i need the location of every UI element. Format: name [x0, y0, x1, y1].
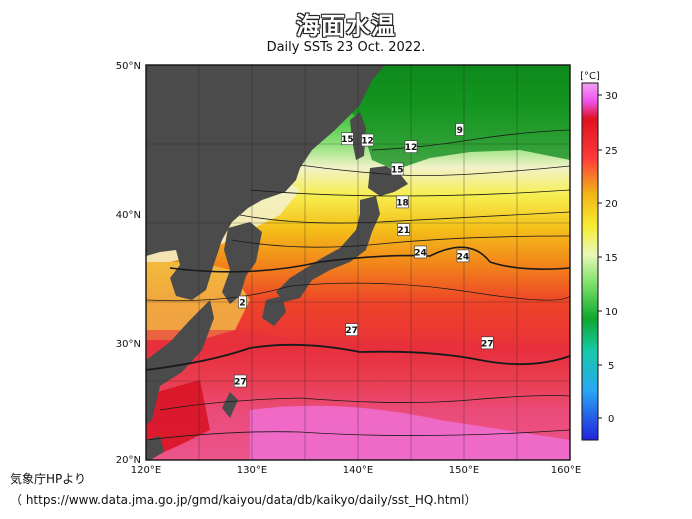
isotherm-label-box	[455, 123, 465, 136]
colorbar-tick-15: 15	[605, 253, 618, 264]
lat-lon-grid	[146, 65, 570, 460]
isotherm-line	[299, 164, 570, 176]
isotherm-label-box	[238, 295, 247, 309]
land-masses	[146, 65, 408, 460]
isotherm-label: 12	[361, 137, 374, 147]
source-url[interactable]: （ https://www.data.jma.go.jp/gmd/kaiyou/…	[10, 493, 477, 507]
isotherm-label: 24	[457, 252, 470, 262]
hot-pool-water	[250, 405, 570, 460]
isotherm-label-box	[397, 223, 410, 236]
map-subtitle: Daily SSTs 23 Oct. 2022.	[266, 40, 426, 55]
isotherm-line	[159, 395, 570, 411]
isotherm-line	[146, 429, 570, 441]
lat-label-20n: 20°N	[116, 455, 141, 466]
luzon-land	[146, 436, 164, 460]
lon-label-140e: 140°E	[343, 465, 373, 476]
isotherm-label: 24	[414, 248, 427, 258]
isotherm-label-box	[414, 245, 427, 259]
isotherm-label-box	[390, 162, 404, 176]
lat-label-40n: 40°N	[116, 210, 141, 221]
colorbar-tick-10: 10	[605, 307, 618, 318]
isotherm-label: 15	[391, 166, 404, 176]
colorbar-tick-marks	[598, 94, 602, 419]
isotherm-label-box	[361, 133, 374, 147]
isotherm-line	[231, 235, 570, 248]
south-china-sea-water	[146, 380, 210, 460]
colorbar-tick-30: 30	[605, 91, 618, 102]
isotherm-line	[371, 129, 570, 151]
colorbar: [°C] 30 25 20 15 10 5 0	[580, 71, 618, 441]
isotherm-label: 18	[396, 198, 409, 208]
colorbar-tick-20: 20	[605, 199, 618, 210]
colorbar-tick-0: 0	[608, 414, 614, 425]
colorbar-tick-25: 25	[605, 146, 618, 157]
isotherm-label: 12	[405, 143, 418, 153]
map-frame	[145, 64, 571, 461]
continent-land	[146, 65, 385, 300]
lon-label-120e: 120°E	[131, 465, 161, 476]
isotherm-label-box	[404, 140, 418, 153]
isotherm-label-box	[456, 249, 470, 263]
isotherm-label: 27	[345, 326, 358, 336]
honshu-land	[276, 196, 380, 302]
colorbar-tick-labels: 30 25 20 15 10 5 0	[605, 91, 618, 425]
colorbar-unit: [°C]	[580, 71, 600, 82]
isotherm-label-box	[345, 323, 358, 336]
map-title: 海面水温	[296, 12, 396, 40]
isotherm-label-box	[341, 132, 354, 146]
lat-label-30n: 30°N	[116, 339, 141, 350]
taiwan-land	[222, 392, 238, 418]
map-plot-area: 15 12 9 12 15 18 21 24 24 2 27 27 27	[146, 65, 570, 460]
isotherm-label: 2	[239, 299, 245, 309]
colorbar-gradient	[581, 82, 599, 441]
isotherm-label: 9	[457, 126, 463, 136]
lat-label-50n: 50°N	[116, 61, 141, 72]
colorbar-tick-5: 5	[608, 361, 614, 372]
source-credit: 気象庁HPより	[10, 472, 87, 486]
isotherm-line	[146, 282, 570, 302]
china-coast-land	[146, 300, 214, 425]
lon-label-160e: 160°E	[551, 465, 581, 476]
kyushu-land	[262, 296, 286, 326]
isotherm-label: 27	[481, 339, 494, 349]
isotherm-label-box	[234, 374, 247, 388]
isotherm-label: 27	[234, 378, 247, 388]
isotherm-label: 21	[397, 226, 410, 236]
isotherm-labels: 15 12 9 12 15 18 21 24 24 2 27 27 27	[234, 123, 494, 388]
isotherm-label-box	[396, 195, 409, 209]
isotherm-label: 15	[341, 135, 354, 145]
isotherm-label-box	[481, 336, 494, 350]
lon-label-150e: 150°E	[449, 465, 479, 476]
isotherm-line-bold	[146, 343, 570, 371]
axis-labels: 50°N 40°N 30°N 20°N 120°E 130°E 140°E 15…	[116, 61, 581, 476]
lon-label-130e: 130°E	[237, 465, 267, 476]
isotherm-line	[239, 211, 570, 224]
